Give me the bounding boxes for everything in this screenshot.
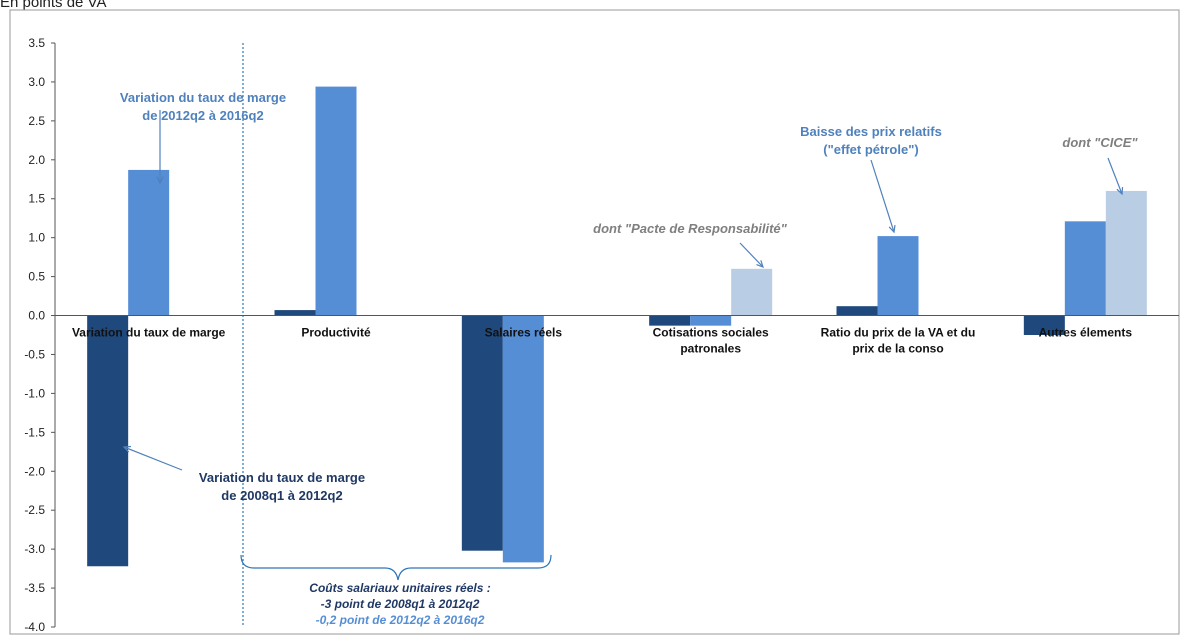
bar-1-1 (315, 86, 357, 316)
y-tick-label: 1.0 (28, 231, 45, 245)
bar-2-0 (461, 315, 503, 551)
bar-3-1 (690, 315, 732, 326)
y-tick-label: -1.0 (24, 386, 45, 400)
y-tick-label: -1.5 (24, 425, 45, 439)
annotation-text: Variation du taux de marge (120, 90, 286, 105)
bar-4-0 (836, 306, 878, 316)
bar-4-1 (877, 236, 919, 316)
y-tick-label: 3.0 (28, 75, 45, 89)
annotation-arrow (870, 159, 895, 233)
annotation-text: de 2012q2 à 2016q2 (142, 108, 263, 123)
y-tick-label: -4.0 (24, 620, 45, 634)
bar-3-2 (731, 268, 773, 316)
bar-3-0 (649, 315, 691, 326)
annotation-arrow (123, 446, 183, 471)
y-tick-label: -3.5 (24, 581, 45, 595)
bar-5-0 (1023, 315, 1065, 335)
chart-frame (9, 9, 1180, 635)
category-label: Cotisations sociales (653, 326, 769, 340)
bar-2-1 (502, 315, 544, 563)
category-label: Autres élements (1039, 326, 1133, 340)
y-tick-label: 2.5 (28, 114, 45, 128)
annotation-a4: Baisse des prix relatifs ("effet pétrole"… (800, 124, 942, 234)
category-label: Variation du taux de marge (72, 326, 226, 340)
brace-path (240, 554, 552, 581)
annotation-text: Variation du taux de marge (199, 470, 365, 485)
annotation-a5: dont "CICE" (1062, 135, 1138, 196)
annotation-arrow (739, 242, 764, 268)
annotation-a3: dont "Pacte de Responsabilité" (593, 221, 788, 268)
annotation-text: de 2008q1 à 2012q2 (221, 488, 342, 503)
annotation-text: ("effet pétrole") (823, 142, 918, 157)
annotation-arrow (1107, 157, 1123, 195)
y-tick-label: 0.5 (28, 270, 45, 284)
y-tick-label: -2.5 (24, 503, 45, 517)
bar-5-1 (1064, 221, 1106, 316)
bar-1-0 (274, 310, 316, 316)
brace-note-line: Coûts salariaux unitaires réels : (309, 581, 490, 595)
category-label: prix de la conso (852, 342, 943, 356)
y-tick-label: -2.0 (24, 464, 45, 478)
bar-0-0 (87, 315, 129, 567)
annotation-a2: Variation du taux de marge de 2008q1 à 20… (122, 445, 365, 503)
arrowhead (756, 260, 764, 268)
y-tick-label: -0.5 (24, 347, 45, 361)
y-tick-label: -3.0 (24, 542, 45, 556)
arrowhead (1116, 186, 1124, 196)
brace-note-line: -0,2 point de 2012q2 à 2016q2 (316, 613, 485, 627)
annotation-text: dont "CICE" (1062, 135, 1138, 150)
category-label: patronales (680, 342, 741, 356)
bar-0-1 (128, 169, 170, 316)
y-tick-label: 1.5 (28, 192, 45, 206)
brace-note-line: -3 point de 2008q1 à 2012q2 (321, 597, 480, 611)
arrowhead (122, 445, 132, 453)
y-tick-label: 0.0 (28, 309, 45, 323)
page-title: En points de VA (0, 0, 107, 11)
annotation-text: dont "Pacte de Responsabilité" (593, 221, 787, 236)
annotation-text: Baisse des prix relatifs (800, 124, 942, 139)
arrowhead (156, 176, 164, 185)
annotation-a1: Variation du taux de marge de 2012q2 à 20… (120, 90, 286, 185)
category-label: Productivité (301, 326, 371, 340)
y-tick-label: 3.5 (28, 36, 45, 50)
bar-5-2 (1105, 190, 1147, 316)
category-label: Salaires réels (485, 326, 563, 340)
salary-brace: Coûts salariaux unitaires réels : -3 poin… (240, 554, 552, 627)
arrowhead (888, 224, 896, 234)
category-label: Ratio du prix de la VA et du (821, 326, 976, 340)
y-tick-label: 2.0 (28, 153, 45, 167)
